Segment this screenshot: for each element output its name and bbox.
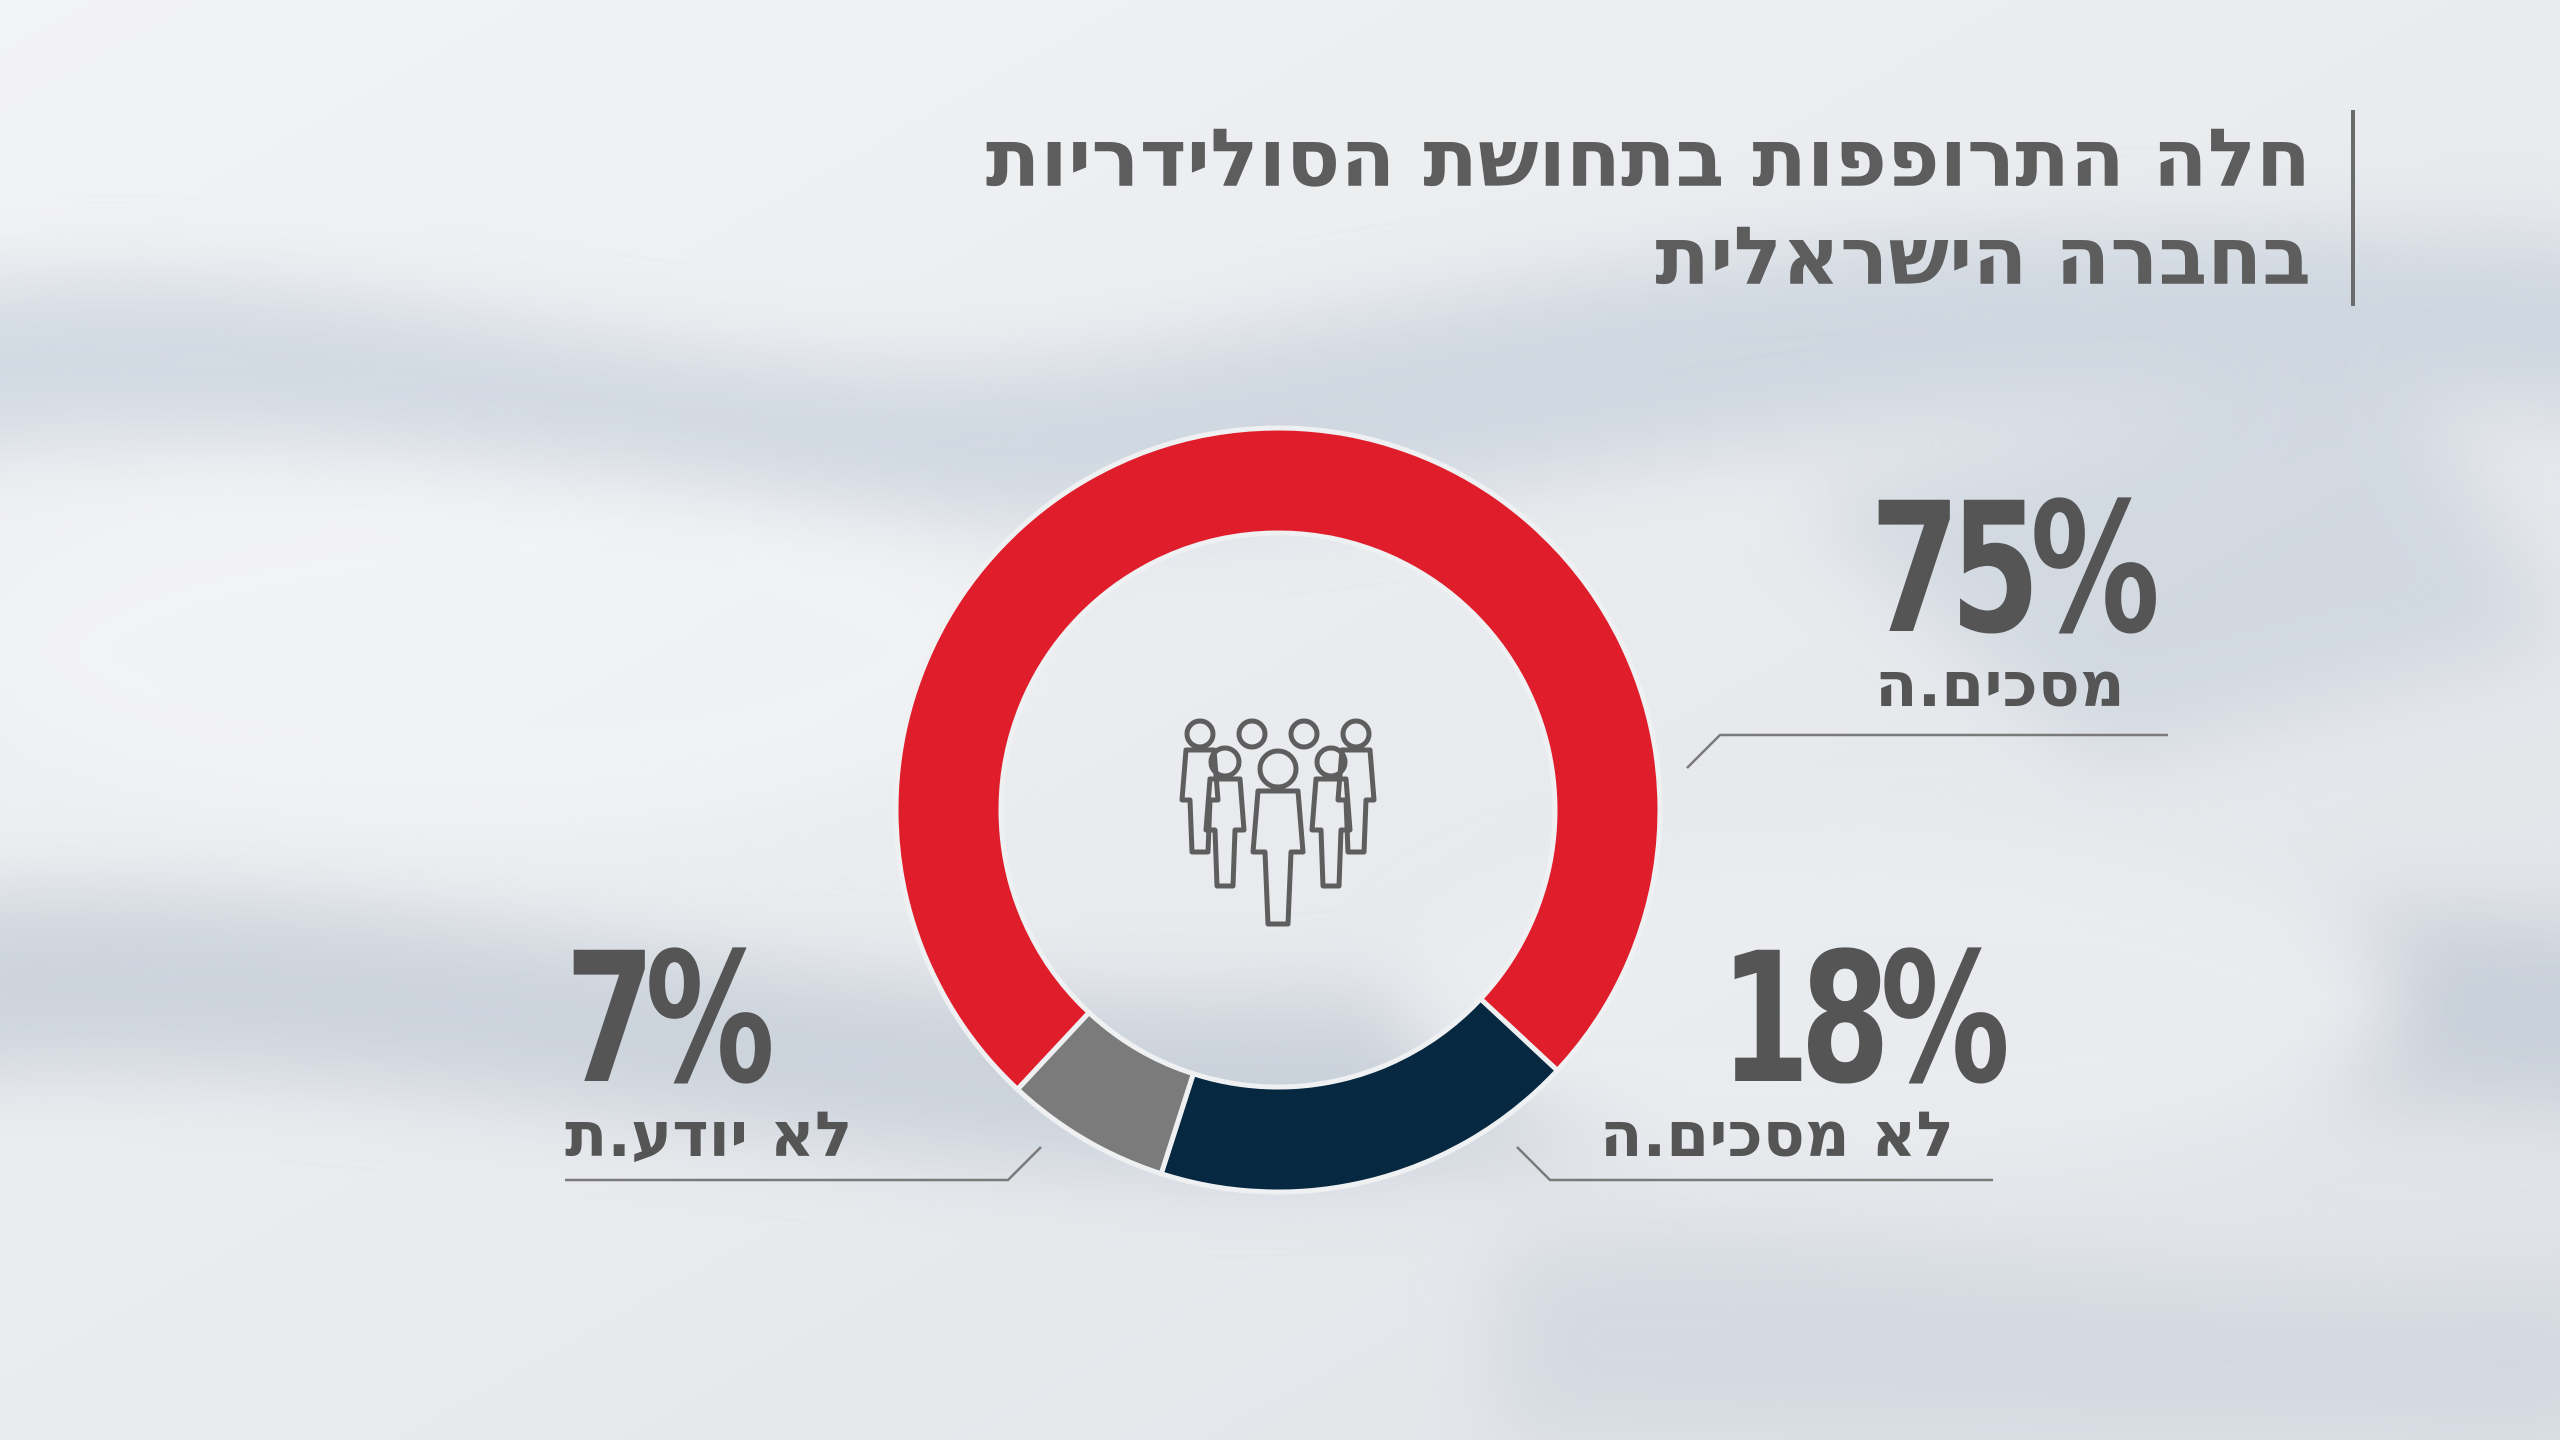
leader-disagree: [1516, 1146, 1993, 1182]
chart-title: חלה התרופפות בתחושת הסולידריות בחברה היש…: [986, 110, 2355, 306]
pct-disagree: 18%: [1720, 915, 2010, 1124]
pct-agree: 75%: [1870, 465, 2160, 674]
leader-agree: [1686, 733, 2168, 769]
slice-agree: [893, 425, 1663, 1093]
slice-disagree: [1158, 995, 1561, 1195]
slice-dont-know: [1013, 1009, 1197, 1177]
leader-dont-know: [565, 1146, 1042, 1182]
title-line-2: בחברה הישראלית: [1655, 210, 2311, 303]
label-dont-know: לא יודע.ת: [565, 1098, 853, 1171]
label-agree: מסכים.ה: [1875, 648, 2125, 721]
label-disagree: לא מסכים.ה: [1600, 1098, 1954, 1171]
people-group-icon: [1179, 718, 1377, 927]
pct-dont-know: 7%: [565, 915, 775, 1124]
title-line-1: חלה התרופפות בתחושת הסולידריות: [985, 112, 2311, 205]
